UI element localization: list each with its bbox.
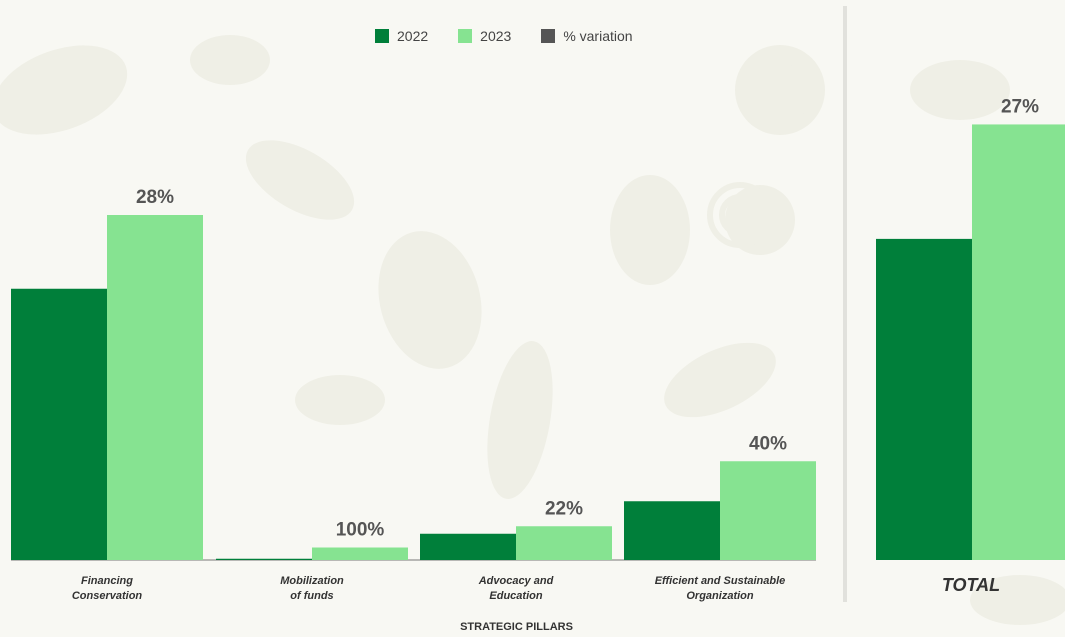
legend-label-2023: 2023 <box>480 28 512 44</box>
variation-label-0: 28% <box>136 187 174 208</box>
category-label-line: Organization <box>686 590 754 602</box>
total-bar-2023 <box>972 124 1065 560</box>
legend-item-2023: 2023 <box>458 28 511 44</box>
category-label-line: of funds <box>290 590 334 602</box>
bar-2022-0 <box>11 288 107 560</box>
category-label-efficient: Efficient and Sustainable Organization <box>620 574 820 604</box>
legend-item-variation: % variation <box>541 28 633 44</box>
bar-2022-3 <box>624 501 720 560</box>
category-label-line: Advocacy and <box>478 575 554 587</box>
variation-label-3: 40% <box>749 433 787 454</box>
legend: 2022 2023 % variation <box>375 26 663 46</box>
bar-2023-0 <box>107 215 203 560</box>
category-label-line: Mobilization <box>280 575 344 587</box>
variation-label-1: 100% <box>336 520 385 541</box>
bar-2023-1 <box>312 547 408 560</box>
category-label-line: Conservation <box>71 590 143 602</box>
bar-2022-1 <box>216 558 312 560</box>
legend-label-2022: 2022 <box>397 28 429 44</box>
category-label-line: Financing <box>81 575 133 587</box>
legend-swatch-variation <box>541 29 556 43</box>
total-variation-label: 27% <box>1001 96 1039 117</box>
x-axis-title: STRATEGIC PILLARS <box>460 621 573 633</box>
category-label-line: Education <box>489 590 543 602</box>
bar-2022-2 <box>420 533 516 560</box>
category-label-mobilization: Mobilization of funds <box>212 574 412 604</box>
chart-divider <box>843 6 847 602</box>
category-label-advocacy: Advocacy and Education <box>416 574 616 604</box>
legend-swatch-2022 <box>375 29 389 43</box>
legend-swatch-2023 <box>458 29 473 43</box>
variation-label-2: 22% <box>545 498 583 519</box>
bar-2023-3 <box>720 461 816 560</box>
bar-2023-2 <box>516 526 612 560</box>
category-label-line: Efficient and Sustainable <box>654 575 786 587</box>
total-bar-2022 <box>876 238 972 560</box>
total-label: TOTAL <box>941 575 1001 595</box>
legend-item-2022: 2022 <box>375 28 428 44</box>
legend-label-variation: % variation <box>563 28 633 44</box>
category-label-financing: Financing Conservation <box>7 574 207 604</box>
